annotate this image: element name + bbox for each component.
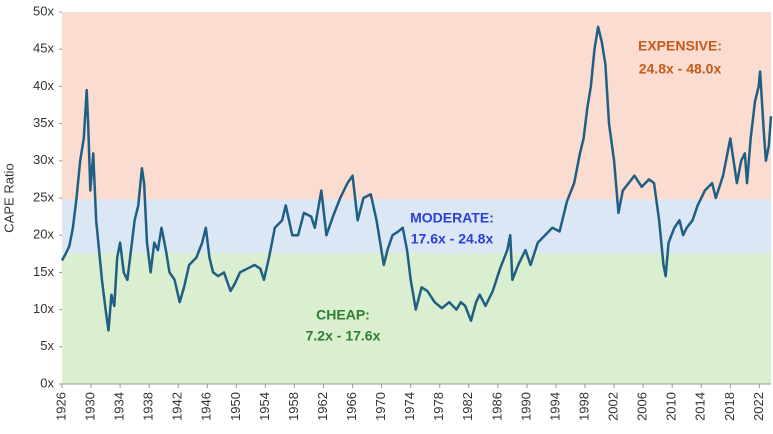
y-axis-label: CAPE Ratio <box>1 163 16 232</box>
x-tick-label: 1962 <box>315 392 330 421</box>
y-tick-label: 50x <box>33 3 54 18</box>
line <box>60 25 773 332</box>
x-tick-label: 1986 <box>489 392 504 421</box>
x-tick-label: 1974 <box>402 392 417 421</box>
band-range-label: 24.8x - 48.0x <box>639 61 722 77</box>
y-tick-label: 15x <box>33 264 54 279</box>
band <box>62 199 771 254</box>
x-tick-label: 1950 <box>228 392 243 421</box>
x-tick-label: 1958 <box>286 392 301 421</box>
x-tick-label: 2002 <box>606 392 621 421</box>
band-label: CHEAP: <box>316 307 370 323</box>
y-tick-label: 10x <box>33 301 54 316</box>
y-tick-label: 20x <box>33 227 54 242</box>
x-tick-label: 1926 <box>53 392 68 421</box>
x-tick-label: 2006 <box>635 392 650 421</box>
x-tick-label: 1934 <box>112 392 127 421</box>
x-tick-label: 1994 <box>547 392 562 421</box>
x-tick-label: 2014 <box>693 392 708 421</box>
y-tick-label: 35x <box>33 115 54 130</box>
band-range-label: 7.2x - 17.6x <box>306 328 381 344</box>
x-tick-label: 1954 <box>257 392 272 421</box>
x-tick-label: 1970 <box>373 392 388 421</box>
y-tick-label: 30x <box>33 152 54 167</box>
x-tick-label: 1978 <box>431 392 446 421</box>
x-tick-label: 2010 <box>664 392 679 421</box>
x-tick-label: 1946 <box>199 392 214 421</box>
x-tick-label: 2022 <box>751 392 766 421</box>
x-tick-label: 1982 <box>460 392 475 421</box>
y-tick-label: 0x <box>40 375 54 390</box>
x-tick-label: 1998 <box>576 392 591 421</box>
x-tick-label: 1990 <box>518 392 533 421</box>
band-label: EXPENSIVE: <box>638 38 722 54</box>
x-tick-label: 1930 <box>82 392 97 421</box>
y-tick-label: 45x <box>33 41 54 56</box>
x-tick-label: 1938 <box>141 392 156 421</box>
band-label: MODERATE: <box>410 210 494 226</box>
x-tick-label: 1942 <box>170 392 185 421</box>
y-tick-label: 25x <box>33 189 54 204</box>
x-tick-label: 2018 <box>722 392 737 421</box>
y-tick-label: 40x <box>33 78 54 93</box>
y-tick-label: 5x <box>40 338 54 353</box>
x-tick-label: 1966 <box>344 392 359 421</box>
band-range-label: 17.6x - 24.8x <box>411 231 494 247</box>
band <box>62 253 771 384</box>
band <box>62 12 771 200</box>
